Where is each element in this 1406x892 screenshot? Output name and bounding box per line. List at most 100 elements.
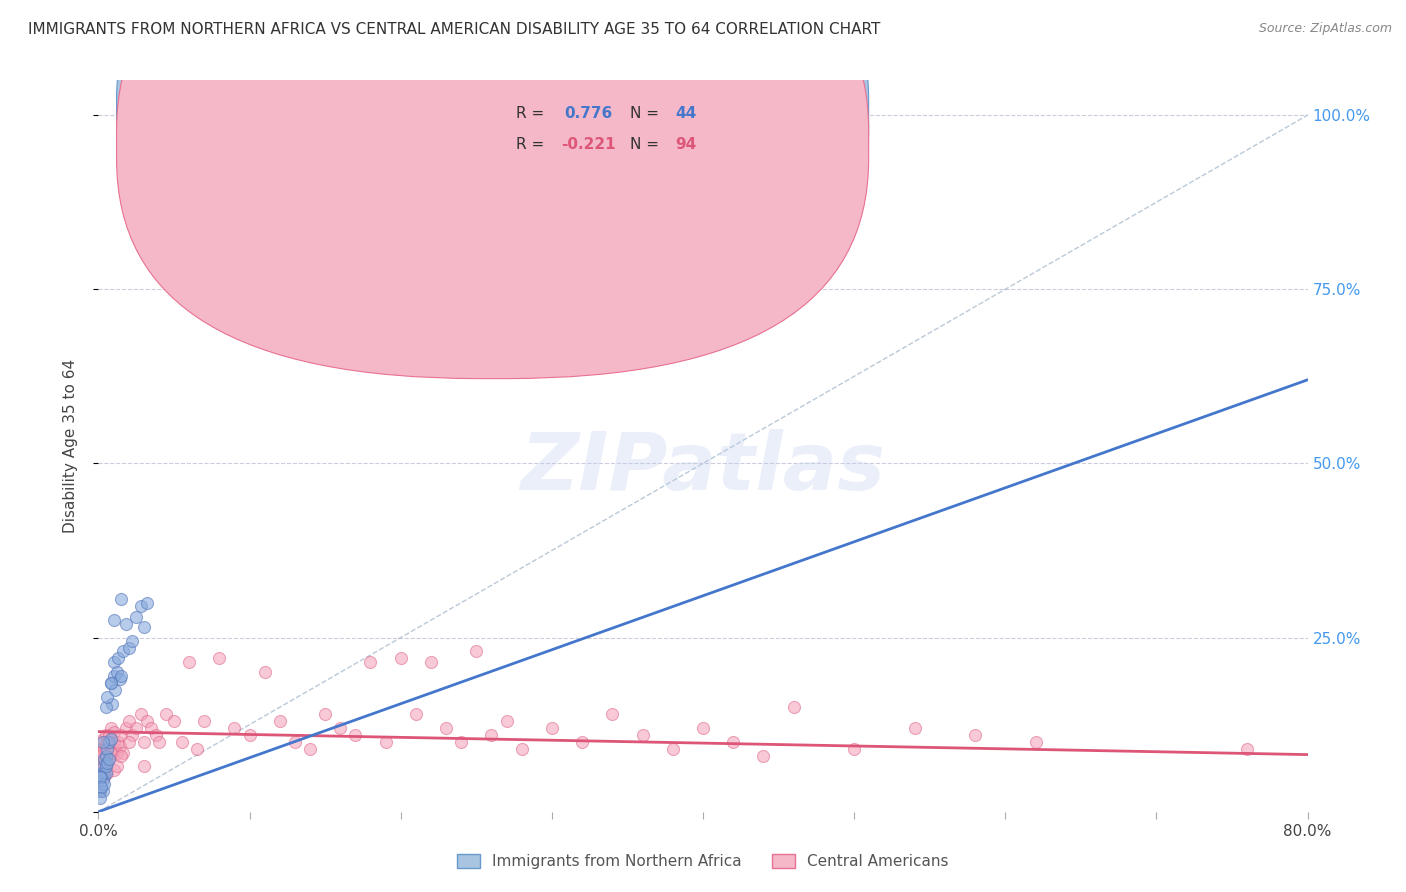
- Point: [93, 766, 115, 780]
- Point: [96, 735, 118, 749]
- Point: [155, 707, 177, 722]
- Point: [100, 739, 122, 753]
- Point: [93, 770, 115, 784]
- Point: [108, 739, 131, 753]
- Point: [434, 721, 457, 735]
- Point: [110, 592, 132, 607]
- Point: [114, 616, 136, 631]
- Point: [94, 700, 117, 714]
- Point: [107, 735, 129, 749]
- Point: [94, 749, 117, 764]
- Point: [96, 766, 118, 780]
- Point: [94, 728, 117, 742]
- Point: [465, 644, 488, 658]
- Point: [118, 735, 141, 749]
- Point: [344, 728, 367, 742]
- Point: [103, 735, 125, 749]
- Point: [96, 749, 118, 764]
- Point: [101, 697, 124, 711]
- Point: [100, 731, 122, 746]
- Point: [141, 721, 163, 735]
- Point: [96, 690, 118, 704]
- Text: -0.221: -0.221: [561, 137, 616, 152]
- FancyBboxPatch shape: [467, 95, 734, 164]
- Point: [90, 780, 112, 795]
- Point: [783, 700, 806, 714]
- Point: [90, 770, 112, 784]
- Point: [90, 735, 112, 749]
- Point: [89, 790, 111, 805]
- Point: [269, 714, 291, 728]
- Point: [111, 746, 134, 760]
- Point: [132, 620, 155, 634]
- Point: [224, 721, 246, 735]
- Point: [90, 763, 112, 777]
- Point: [135, 596, 157, 610]
- Point: [110, 749, 132, 764]
- Point: [89, 784, 111, 798]
- Point: [329, 721, 352, 735]
- Point: [100, 676, 122, 690]
- Point: [103, 724, 125, 739]
- Point: [135, 714, 157, 728]
- Point: [132, 759, 155, 773]
- Point: [602, 707, 624, 722]
- Point: [314, 707, 336, 722]
- Point: [661, 742, 683, 756]
- Point: [91, 731, 114, 746]
- Point: [105, 746, 128, 760]
- Point: [93, 759, 115, 773]
- Point: [98, 752, 121, 766]
- Point: [389, 651, 412, 665]
- Point: [179, 655, 201, 669]
- Point: [1024, 735, 1046, 749]
- Point: [540, 721, 562, 735]
- Text: R =: R =: [516, 137, 548, 152]
- Point: [98, 746, 121, 760]
- Point: [110, 669, 132, 683]
- FancyBboxPatch shape: [117, 0, 869, 378]
- Point: [98, 728, 121, 742]
- Point: [100, 721, 122, 735]
- Point: [90, 763, 112, 777]
- Text: Source: ZipAtlas.com: Source: ZipAtlas.com: [1258, 22, 1392, 36]
- Point: [107, 651, 129, 665]
- Point: [91, 756, 114, 770]
- Point: [89, 784, 111, 798]
- Point: [89, 770, 111, 784]
- Point: [118, 640, 141, 655]
- Point: [98, 752, 121, 766]
- Point: [91, 773, 114, 788]
- Point: [103, 655, 125, 669]
- Point: [91, 784, 114, 798]
- Point: [103, 763, 125, 777]
- Point: [111, 644, 134, 658]
- Point: [94, 756, 117, 770]
- Point: [105, 665, 128, 680]
- Point: [208, 651, 231, 665]
- Point: [105, 759, 128, 773]
- Point: [239, 728, 262, 742]
- Point: [360, 655, 382, 669]
- Point: [91, 746, 114, 760]
- Point: [90, 766, 112, 780]
- Point: [93, 752, 115, 766]
- Point: [101, 746, 124, 760]
- Point: [89, 742, 111, 756]
- Point: [91, 735, 114, 749]
- Text: IMMIGRANTS FROM NORTHERN AFRICA VS CENTRAL AMERICAN DISABILITY AGE 35 TO 64 CORR: IMMIGRANTS FROM NORTHERN AFRICA VS CENTR…: [28, 22, 880, 37]
- Point: [495, 714, 517, 728]
- Point: [844, 742, 866, 756]
- Point: [94, 742, 117, 756]
- Point: [510, 742, 533, 756]
- Point: [125, 609, 148, 624]
- Point: [571, 735, 593, 749]
- Y-axis label: Disability Age 35 to 64: Disability Age 35 to 64: [63, 359, 77, 533]
- Point: [104, 682, 127, 697]
- Point: [193, 714, 215, 728]
- Point: [100, 676, 122, 690]
- Point: [94, 759, 117, 773]
- Point: [89, 752, 111, 766]
- Point: [1236, 742, 1258, 756]
- Point: [752, 749, 775, 764]
